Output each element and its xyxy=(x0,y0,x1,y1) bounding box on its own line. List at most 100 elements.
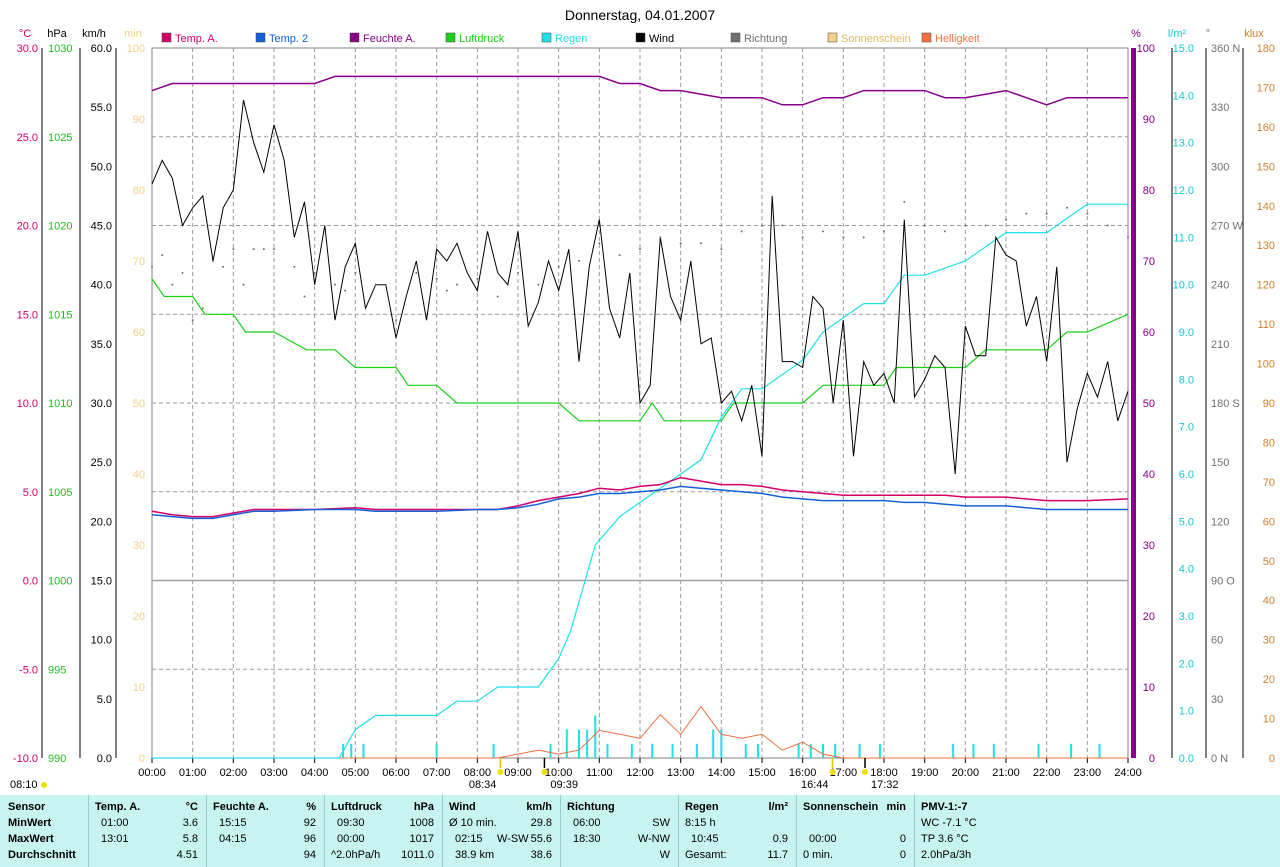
axis-dir-tick: 240 xyxy=(1211,280,1229,292)
axis-temp-tick: 10.0 xyxy=(17,398,38,410)
x-tick-label: 17:00 xyxy=(830,767,858,779)
stats-pmv-dewpoint: TP 3.6 °C xyxy=(921,833,969,845)
x-tick-label: 12:00 xyxy=(626,767,654,779)
legend-swatch-6 xyxy=(730,32,741,43)
axis-klux-tick: 120 xyxy=(1257,280,1275,292)
richtung-point-7 xyxy=(222,265,225,268)
axis-klux-tick: 170 xyxy=(1257,82,1275,94)
richtung-point-10 xyxy=(252,248,255,251)
marker-dot-sunrise xyxy=(541,769,548,775)
marker-label-sunrise: 09:39 xyxy=(550,779,578,791)
stats-temp-avg: 4.51 xyxy=(176,849,198,861)
stats-regen-unit: l/m² xyxy=(768,801,788,813)
legend-label-4: Regen xyxy=(555,33,587,45)
stats-richtung-min: SW xyxy=(652,817,670,829)
stats-richtung-max-time: 18:30 xyxy=(573,833,601,845)
axis-min-tick: 30 xyxy=(133,540,145,552)
x-tick-label: 04:00 xyxy=(301,767,329,779)
chart-title: Donnerstag, 04.01.2007 xyxy=(565,7,715,23)
stats-temp-min: 3.6 xyxy=(182,817,198,829)
richtung-point-44 xyxy=(862,236,865,239)
legend-label-0: Temp. A. xyxy=(175,33,218,45)
axes: °C hPa km/h min 30.0 25.0 20.0 15.0 10.0 5.0 0.0 -5… xyxy=(13,28,1275,779)
stats-richtung-header: Richtung xyxy=(567,801,615,813)
legend-label-3: Luftdruck xyxy=(459,33,505,45)
stats-panel: Sensor MinWert MaxWert Durchschnitt Temp… xyxy=(0,795,1280,867)
axis-min-tick: 20 xyxy=(133,611,145,623)
richtung-point-20 xyxy=(395,319,397,322)
richtung-point-47 xyxy=(923,224,926,227)
richtung-point-3 xyxy=(181,271,184,274)
weather-chart: Donnerstag, 04.01.2007 Temp. A. Temp. 2 Fe… xyxy=(10,7,1275,791)
richtung-point-6 xyxy=(212,260,214,262)
richtung-point-0 xyxy=(151,265,153,268)
stats-regen-max-time: 10:45 xyxy=(691,833,719,845)
axis-kmh-tick: 35.0 xyxy=(91,339,112,351)
axis-klux-tick: 50 xyxy=(1263,556,1275,568)
axis-dir-tick: 120 xyxy=(1211,516,1229,528)
x-tick-label: 23:00 xyxy=(1074,767,1102,779)
axis-kmh-tick: 60.0 xyxy=(91,43,112,55)
stats-sonne: Sonnenschein min 00:00 0 0 min. 0 xyxy=(796,795,914,867)
stats-feuchte-header: Feuchte A. xyxy=(213,801,269,813)
richtung-point-9 xyxy=(242,283,245,286)
stats-druck-min: 1008 xyxy=(409,817,434,829)
axis-pct-tick: 40 xyxy=(1143,469,1155,481)
richtung-point-43 xyxy=(842,236,845,239)
marker-label-sun_off: 16:44 xyxy=(801,779,829,791)
axis-min-tick: 0 xyxy=(139,753,145,765)
stats-regen-total-label: Gesamt: xyxy=(685,849,727,861)
stats-druck-header: Luftdruck xyxy=(331,801,382,813)
stats-wind-max-dir: W-SW xyxy=(497,833,529,845)
axis-dir-tick: 150 xyxy=(1211,457,1229,469)
x-tick-label: 20:00 xyxy=(952,767,980,779)
stats-richtung-min-time: 06:00 xyxy=(573,817,601,829)
richtung-point-41 xyxy=(801,236,804,239)
stats-temp: Temp. A. °C 01:00 3.6 13:01 5.8 4.51 xyxy=(88,795,206,867)
axis-pct-tick: 10 xyxy=(1143,682,1155,694)
time-markers: 08:10 08:34 09:39 16:44 17:32 xyxy=(10,758,899,791)
axis-pct-tick: 80 xyxy=(1143,185,1155,197)
richtung-point-49 xyxy=(964,224,967,227)
richtung-point-39 xyxy=(761,224,763,227)
x-tick-label: 16:00 xyxy=(789,767,817,779)
richtung-point-51 xyxy=(1005,218,1007,221)
stats-druck-max: 1017 xyxy=(409,833,434,845)
axis-rain-unit: l/m² xyxy=(1168,28,1187,40)
legend-swatch-4 xyxy=(541,32,552,43)
stats-regen-duration: 8:15 h xyxy=(685,817,716,829)
stats-sensor: Sensor MinWert MaxWert Durchschnitt xyxy=(0,795,88,867)
richtung-point-27 xyxy=(517,271,519,274)
stats-druck-trend: ^2.0hPa/h xyxy=(331,849,381,861)
legend-label-2: Feuchte A. xyxy=(363,33,416,45)
richtung-point-23 xyxy=(445,289,448,292)
stats-wind-min: 29.8 xyxy=(530,817,552,829)
axis-dir-tick: 360 N xyxy=(1211,43,1240,55)
axis-hpa-tick: 1020 xyxy=(48,221,72,233)
axis-min-tick: 90 xyxy=(133,114,145,126)
stats-sonne-avg: 0 xyxy=(899,849,906,861)
axis-klux-tick: 150 xyxy=(1257,161,1275,173)
stats-regen: Regen l/m² 8:15 h 10:45 0.9 Gesamt: 11.7 xyxy=(678,795,796,867)
stats-feuchte-max: 96 xyxy=(303,833,316,845)
axis-kmh-tick: 30.0 xyxy=(91,398,112,410)
axis-rain-tick: 3.0 xyxy=(1179,611,1194,623)
x-tick-label: 19:00 xyxy=(911,767,939,779)
legend-swatch-1 xyxy=(255,32,266,43)
axis-hpa-tick: 1030 xyxy=(48,43,72,55)
axis-rain-tick: 0.0 xyxy=(1179,753,1194,765)
marker-dot-sunset xyxy=(862,769,869,775)
legend-label-5: Wind xyxy=(649,33,674,45)
axis-dir-tick: 90 O xyxy=(1211,576,1235,588)
axis-temp-tick: 15.0 xyxy=(17,309,38,321)
series-temp-2 xyxy=(151,485,1128,520)
stats-druck-min-time: 09:30 xyxy=(337,817,365,829)
stats-feuchte-min: 92 xyxy=(303,817,316,829)
richtung-point-37 xyxy=(720,248,723,251)
axis-kmh-tick: 25.0 xyxy=(91,457,112,469)
axis-temp-tick: 20.0 xyxy=(17,221,38,233)
x-tick-label: 15:00 xyxy=(748,767,776,779)
axis-klux-tick: 10 xyxy=(1263,714,1275,726)
axis-min-tick: 70 xyxy=(133,256,145,268)
richtung-point-54 xyxy=(1066,206,1068,209)
